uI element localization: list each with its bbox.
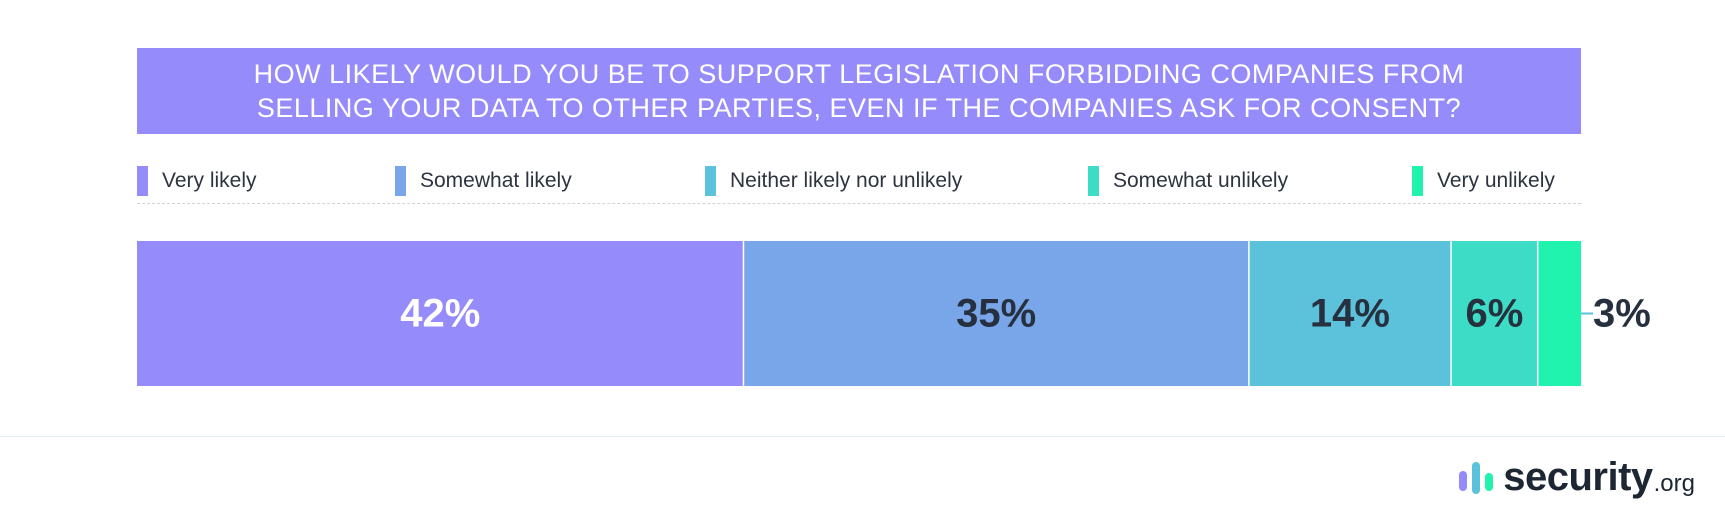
- logo-tld: .org: [1653, 470, 1695, 497]
- data-label: 6%: [1465, 292, 1523, 336]
- logo-wordmark: security: [1503, 454, 1653, 499]
- legend-swatch: [1088, 166, 1099, 196]
- chart-title-banner: HOW LIKELY WOULD YOU BE TO SUPPORT LEGIS…: [137, 48, 1581, 134]
- data-label: 35%: [956, 292, 1036, 336]
- data-label: 3%: [1593, 292, 1651, 336]
- footer-divider: [0, 436, 1725, 437]
- stacked-bar-chart: 42% 35% 14% 6% 3%: [137, 241, 1651, 386]
- legend-item-very-likely: Very likely: [137, 166, 257, 196]
- legend-swatch: [137, 166, 148, 196]
- bar-segment: [1451, 241, 1538, 386]
- data-label: 14%: [1310, 292, 1390, 336]
- legend-label: Neither likely nor unlikely: [730, 169, 963, 192]
- data-label: 42%: [400, 292, 480, 336]
- legend-label: Somewhat likely: [420, 169, 572, 192]
- logo-bars-icon: [1459, 462, 1494, 494]
- legend-item-neither: Neither likely nor unlikely: [705, 166, 962, 196]
- legend-label: Very unlikely: [1437, 169, 1555, 192]
- legend-item-somewhat-likely: Somewhat likely: [395, 166, 572, 196]
- legend-label: Very likely: [162, 169, 257, 192]
- stacked-bar-svg: 42% 35% 14% 6% 3%: [137, 241, 1651, 386]
- legend-label: Somewhat unlikely: [1113, 169, 1289, 192]
- legend-swatch: [395, 166, 406, 196]
- bar-segment: [1537, 241, 1581, 386]
- legend-swatch: [705, 166, 716, 196]
- bar-segment: [1248, 241, 1452, 386]
- legend-swatch: [1412, 166, 1423, 196]
- chart-title: HOW LIKELY WOULD YOU BE TO SUPPORT LEGIS…: [253, 59, 1465, 123]
- bar-segment: [137, 241, 744, 386]
- security-org-logo: security .org: [1457, 452, 1695, 502]
- legend-item-somewhat-unlikely: Somewhat unlikely: [1088, 166, 1288, 196]
- bar-segment: [743, 241, 1249, 386]
- legend-item-very-unlikely: Very unlikely: [1412, 166, 1555, 196]
- chart-legend: Very likely Somewhat likely Neither like…: [137, 164, 1581, 204]
